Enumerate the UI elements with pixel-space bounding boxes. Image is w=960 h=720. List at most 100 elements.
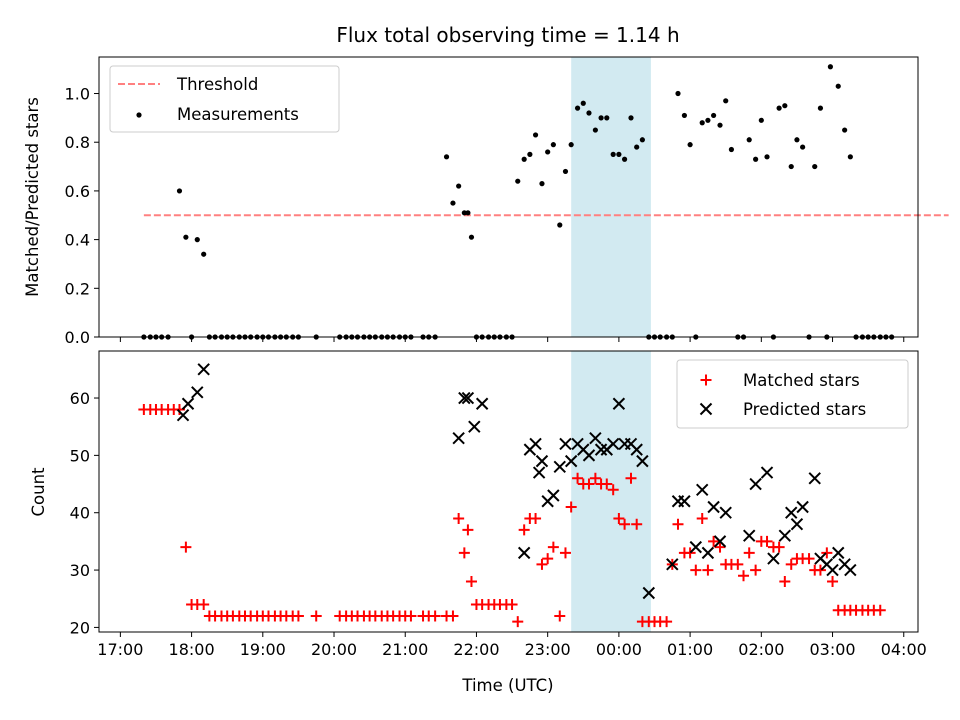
measurement-point: [639, 137, 645, 143]
predicted-star-point: [181, 397, 195, 410]
measurement-point: [574, 105, 581, 111]
measurement-point: [568, 142, 574, 148]
matched-star-point: [702, 564, 714, 576]
measurement-point: [812, 163, 818, 170]
measurement-point: [628, 115, 634, 121]
predicted-star-point: [606, 437, 620, 451]
measurement-point: [842, 127, 848, 133]
measurement-point: [468, 234, 475, 240]
predicted-star-point: [796, 500, 809, 514]
measurement-point: [515, 178, 521, 184]
matched-star-point: [743, 547, 755, 559]
measurement-point: [675, 90, 681, 97]
matched-star-point: [732, 558, 744, 570]
predicted-star-point: [790, 517, 804, 531]
predicted-star-point: [529, 437, 542, 451]
predicted-star-point: [547, 489, 560, 502]
measurement-point: [835, 83, 841, 89]
y-tick-label: 40: [70, 504, 90, 523]
measurement-point: [758, 117, 764, 123]
matched-star-point: [458, 547, 470, 559]
matched-star-point: [761, 535, 773, 547]
measurement-point: [782, 103, 788, 109]
predicted-star-point: [594, 443, 608, 456]
x-tick-label: 23:00: [525, 640, 571, 659]
predicted-star-point: [832, 546, 845, 560]
matched-star-point: [542, 553, 554, 565]
measurement-point: [183, 234, 189, 240]
x-tick-label: 18:00: [169, 640, 215, 659]
matched-star-point: [518, 524, 530, 536]
matched-star-point: [453, 512, 465, 524]
predicted-star-point: [707, 500, 720, 514]
measurement-point: [521, 156, 527, 162]
chart-title: Flux total observing time = 1.14 h: [336, 23, 679, 47]
measurement-point: [194, 237, 200, 243]
measurement-point: [616, 151, 622, 157]
measurement-point: [687, 142, 693, 148]
predicted-star-point: [197, 363, 210, 376]
x-axis-label: Time (UTC): [461, 676, 553, 695]
measurement-point: [532, 132, 539, 138]
predicted-star-point: [719, 506, 732, 519]
measurement-point: [776, 105, 782, 111]
y-tick-label: 30: [70, 561, 90, 580]
matched-star-point: [738, 570, 750, 582]
top-y-axis-label: Matched/Predicted stars: [23, 97, 42, 297]
matched-star-point: [684, 547, 696, 559]
measurement-point: [557, 222, 563, 228]
matched-star-point: [708, 535, 720, 547]
x-tick-label: 00:00: [596, 640, 642, 659]
predicted-star-point: [689, 540, 703, 554]
matched-star-point: [583, 478, 595, 490]
predicted-star-point: [452, 431, 465, 445]
matched-star-point: [506, 598, 518, 610]
matched-star-point: [827, 576, 839, 588]
measurement-point: [610, 151, 616, 157]
top-panel: 0.0 0.2 0.4 0.6 0.8 1.0 Threshold Measurements: [65, 56, 949, 347]
measurement-point: [550, 142, 556, 148]
matched-star-point: [661, 616, 673, 628]
measurement-point: [847, 154, 853, 160]
matched-star-point: [714, 541, 726, 553]
matched-star-point: [613, 512, 625, 524]
top-legend: Threshold Measurements: [109, 65, 340, 133]
matched-star-point: [821, 547, 833, 559]
matched-star-point: [405, 610, 417, 622]
matched-star-point: [672, 518, 684, 530]
legend-matched-label: Matched stars: [743, 371, 860, 390]
measurement-point: [728, 146, 735, 153]
bottom-y-axis-label: Count: [29, 467, 48, 517]
matched-star-point: [536, 558, 548, 570]
legend-measurements-swatch: [136, 112, 142, 118]
measurement-point: [461, 210, 467, 216]
measurement-point: [723, 98, 729, 104]
matched-star-point: [447, 610, 459, 622]
matched-star-point: [512, 616, 524, 628]
predicted-star-point: [808, 472, 821, 485]
predicted-star-point: [844, 563, 857, 577]
y-tick-label: 1.0: [65, 85, 90, 104]
matched-star-point: [565, 501, 577, 513]
y-tick-label: 0.2: [65, 279, 90, 298]
legend-predicted-swatch: [699, 402, 713, 416]
matched-star-point: [631, 518, 643, 530]
top-legend-box: [109, 65, 340, 133]
measurement-point: [562, 168, 569, 175]
x-tick-label: 03:00: [809, 640, 855, 659]
predicted-star-point: [778, 529, 792, 542]
predicted-star-point: [785, 506, 798, 519]
matched-star-point: [310, 610, 322, 622]
measurement-point: [800, 144, 806, 150]
predicted-star-point: [826, 563, 839, 577]
predicted-star-point: [582, 449, 596, 462]
measurement-point: [717, 122, 723, 128]
matched-star-point: [180, 541, 192, 553]
top-plot-frame: [98, 56, 919, 338]
matched-star-point: [601, 478, 613, 490]
measurement-point: [634, 144, 640, 150]
predicted-star-point: [612, 397, 626, 410]
measurement-point: [788, 163, 794, 170]
y-tick-label: 0.4: [65, 231, 90, 250]
measurement-point: [545, 149, 551, 155]
